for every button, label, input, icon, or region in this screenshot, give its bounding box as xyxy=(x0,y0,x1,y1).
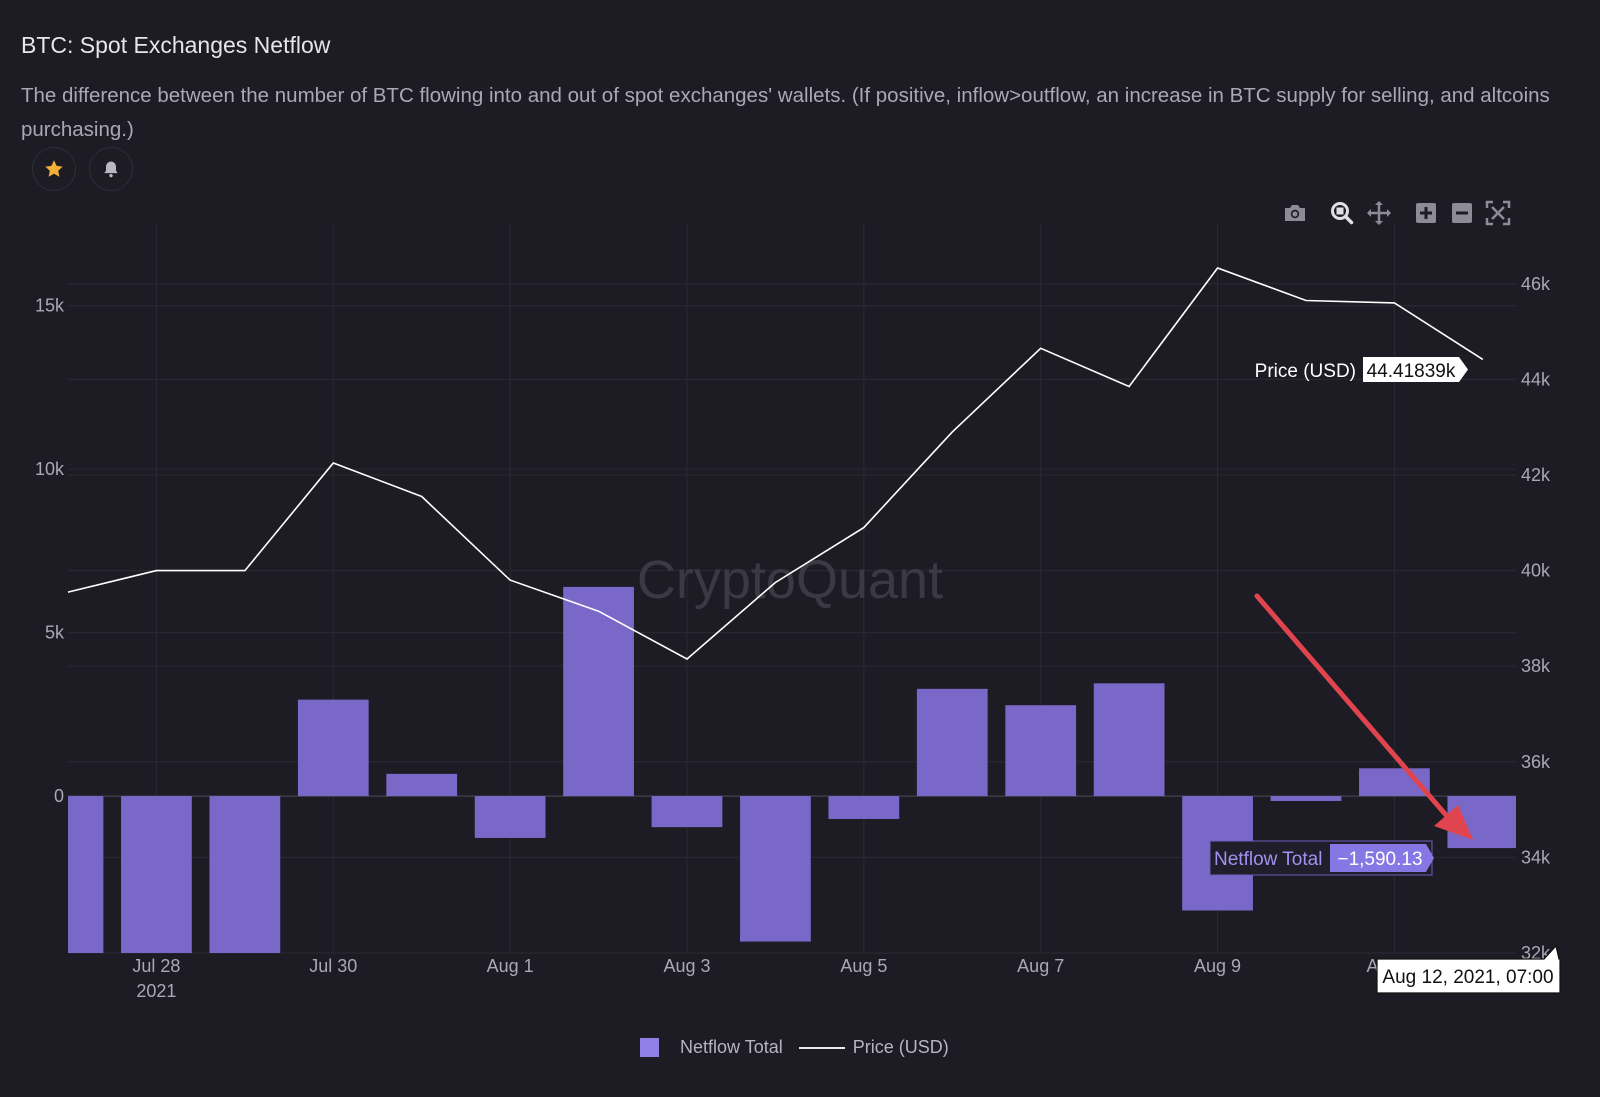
netflow-hover-name: Netflow Total xyxy=(1214,849,1322,870)
chart-description: The difference between the number of BTC… xyxy=(21,84,1550,141)
y-right-tick-label: 38k xyxy=(1521,656,1551,676)
x-tick-label: Aug 7 xyxy=(1017,956,1064,976)
y-left-tick-label: 15k xyxy=(35,296,65,316)
zoom-icon[interactable] xyxy=(1329,200,1355,226)
x-tick-label: Aug 5 xyxy=(840,956,887,976)
x-tick-label: Aug 9 xyxy=(1194,956,1241,976)
legend: Netflow Total Price (USD) xyxy=(640,1037,965,1058)
favorite-button[interactable] xyxy=(32,147,76,191)
y-right-tick-label: 42k xyxy=(1521,465,1551,485)
y-right-tick-label: 44k xyxy=(1521,369,1551,389)
price-line xyxy=(67,267,1484,660)
netflow-bar[interactable] xyxy=(916,688,988,797)
x-tick-sublabel: 2021 xyxy=(136,981,176,1001)
y-axis-left-ticks: 0 5k 10k 15k xyxy=(35,296,65,806)
netflow-bar[interactable] xyxy=(651,796,723,828)
date-hover-label: Aug 12, 2021, 07:00 xyxy=(1376,944,1561,994)
y-left-tick-label: 5k xyxy=(45,623,65,643)
zoom-in-icon[interactable] xyxy=(1413,200,1439,226)
netflow-bars xyxy=(68,586,1516,953)
netflow-bar[interactable] xyxy=(209,796,281,953)
price-hover-value: 44.41839k xyxy=(1367,361,1456,382)
bell-icon xyxy=(104,161,118,178)
legend-swatch-netflow xyxy=(640,1038,659,1057)
netflow-bar[interactable] xyxy=(1270,796,1342,801)
netflow-hover-label: Netflow Total −1,590.13 xyxy=(1209,840,1434,876)
netflow-bar[interactable] xyxy=(740,796,811,942)
netflow-bar[interactable] xyxy=(1005,705,1077,797)
autoscale-icon[interactable] xyxy=(1485,200,1511,226)
netflow-bar[interactable] xyxy=(563,586,634,797)
camera-icon[interactable] xyxy=(1282,200,1308,226)
y-left-tick-label: 0 xyxy=(54,786,64,806)
star-icon xyxy=(45,160,63,177)
date-hover-value: Aug 12, 2021, 07:00 xyxy=(1382,967,1553,988)
x-axis-ticks: Jul 28 2021 Jul 30 Aug 1 Aug 3 Aug 5 Aug 7 Aug … xyxy=(132,956,1422,1001)
y-right-tick-label: 36k xyxy=(1521,752,1551,772)
netflow-bar[interactable] xyxy=(474,796,546,838)
netflow-bar[interactable] xyxy=(297,699,369,797)
legend-label-netflow: Netflow Total xyxy=(680,1037,783,1057)
netflow-bar[interactable] xyxy=(386,773,458,797)
alert-button[interactable] xyxy=(89,147,133,191)
netflow-bar[interactable] xyxy=(68,796,104,953)
x-tick-label: Jul 30 xyxy=(309,956,357,976)
chart-title: BTC: Spot Exchanges Netflow xyxy=(21,32,331,58)
x-tick-label: Aug 3 xyxy=(663,956,710,976)
price-hover-name: Price (USD) xyxy=(1255,361,1356,382)
annotation-arrow xyxy=(1254,593,1473,840)
x-tick-label: Aug 1 xyxy=(487,956,534,976)
netflow-bar[interactable] xyxy=(1093,683,1165,797)
price-hover-label: Price (USD) 44.41839k xyxy=(1255,357,1468,382)
legend-item-price[interactable]: Price (USD) xyxy=(798,1037,949,1058)
watermark: CryptoQuant xyxy=(637,550,943,610)
zoom-out-icon[interactable] xyxy=(1449,200,1475,226)
legend-swatch-price xyxy=(798,1046,845,1049)
y-axis-right-ticks: 32k 34k 36k 38k 40k 42k 44k 46k xyxy=(1521,274,1551,963)
netflow-hover-value: −1,590.13 xyxy=(1337,849,1422,870)
legend-item-netflow[interactable]: Netflow Total xyxy=(640,1037,783,1058)
y-left-tick-label: 10k xyxy=(35,459,65,479)
x-tick-label: Jul 28 xyxy=(132,956,180,976)
y-right-tick-label: 32k xyxy=(1521,943,1551,963)
y-right-tick-label: 46k xyxy=(1521,274,1551,294)
y-right-tick-label: 40k xyxy=(1521,561,1551,581)
pan-icon[interactable] xyxy=(1366,200,1392,226)
netflow-bar[interactable] xyxy=(828,796,900,819)
y-right-tick-label: 34k xyxy=(1521,847,1551,867)
netflow-bar[interactable] xyxy=(121,796,192,953)
legend-label-price: Price (USD) xyxy=(852,1037,949,1057)
